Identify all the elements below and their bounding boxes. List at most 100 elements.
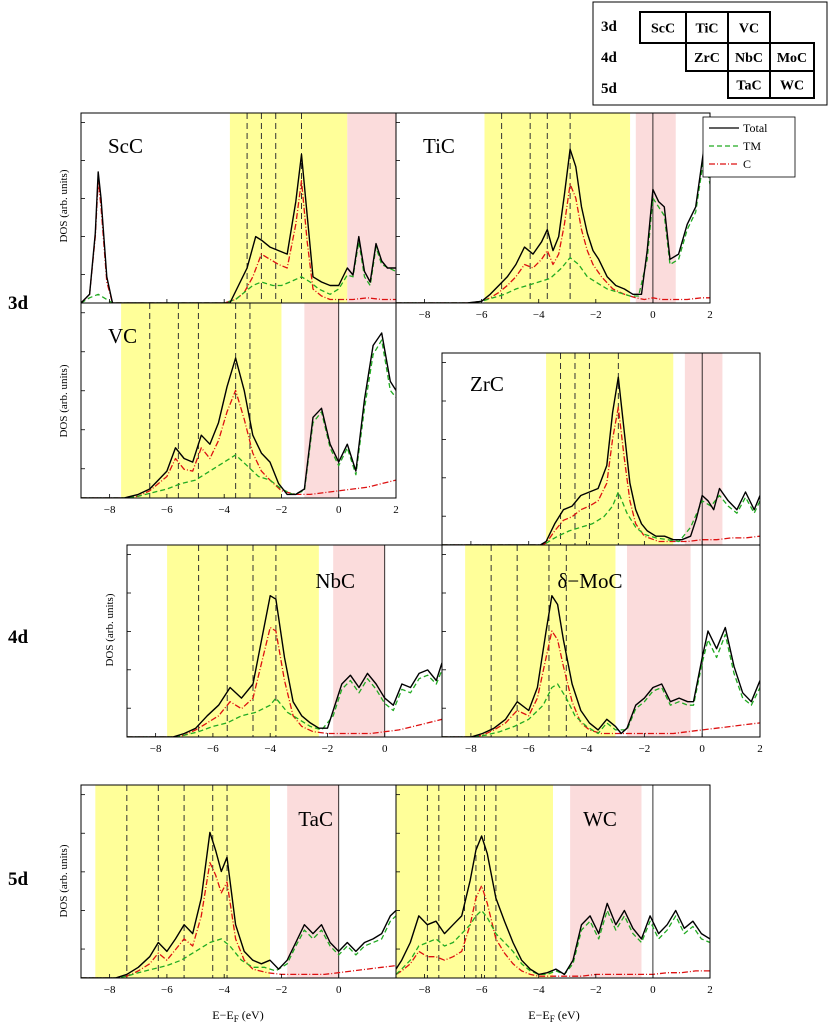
plot-content: [81, 303, 396, 498]
series-line-tm: [396, 153, 710, 303]
antibonding-band: [570, 785, 642, 978]
key-cell-tac: [727, 70, 771, 99]
series-line-c: [127, 626, 442, 737]
bonding-band: [167, 545, 319, 737]
bonding-band: [121, 303, 282, 498]
series-line-total: [81, 332, 396, 498]
row-label-4d: 4d: [8, 627, 29, 648]
series-line-c: [81, 389, 396, 498]
key-row-5d: 5d: [601, 81, 618, 97]
x-tick-label: 0: [650, 309, 656, 321]
bonding-band: [396, 785, 553, 978]
x-tick-label: 0: [336, 984, 342, 996]
panel-title: ZrC: [470, 372, 504, 396]
key-cell-zrc: [685, 42, 729, 72]
series-line-c: [442, 406, 760, 545]
periodic-table-key: 3d 4d 5d ScC TiC VC ZrC NbC MoC TaC WC: [592, 1, 828, 106]
key-cell-label: NbC: [735, 51, 763, 66]
bonding-band: [229, 113, 348, 303]
key-cell-label: TaC: [736, 79, 761, 94]
key-cell-label: ScC: [651, 22, 675, 37]
panel-title: TaC: [298, 807, 333, 831]
x-tick-label: −6: [476, 309, 488, 321]
panel-tic: −8 −6 −4 −2 0 2 TiC: [395, 112, 713, 321]
panel-zrc: ZrC: [441, 352, 761, 546]
panel-tac: −8 −6 −4 −2 0 TaC: [80, 784, 397, 996]
panel-vc: −8 −6 −4 −2 0 2 VC: [80, 302, 399, 516]
plot-frame: [395, 112, 711, 304]
x-tick-label: −8: [104, 984, 116, 996]
legend-frame: [702, 116, 796, 178]
series-line-c: [442, 630, 760, 737]
x-tick-label: 0: [650, 984, 656, 996]
x-tick-label: −4: [581, 743, 593, 755]
x-tick-label: −2: [276, 504, 288, 516]
plot-content: [396, 113, 710, 303]
series-line-total: [81, 831, 396, 978]
series-line-total: [127, 595, 442, 737]
panel-title: δ−MoC: [558, 569, 623, 593]
plot-frame: [395, 784, 711, 979]
x-tick-label: −4: [218, 984, 230, 996]
panel-title: TiC: [423, 134, 455, 158]
x-tick-label: −4: [264, 743, 276, 755]
antibonding-band: [684, 353, 723, 545]
key-cell-moc: [769, 42, 815, 72]
plot-content: [127, 545, 442, 737]
x-tick-label: −2: [322, 743, 334, 755]
dos-panels: ScC −8 −6 −4 −2 0 2 TiC −8 −6 −4 −2 0 2 VC ZrC −8 −6 −4 −2 0…: [80, 112, 763, 996]
x-tick-label: −2: [639, 743, 651, 755]
x-tick-label: −2: [276, 984, 288, 996]
plot-frame: [80, 302, 397, 499]
bonding-band: [484, 113, 631, 303]
series-line-tm: [127, 669, 442, 737]
panel-title: WC: [583, 807, 617, 831]
x-tick-label: −4: [218, 504, 230, 516]
plot-content: [396, 785, 710, 978]
row-label-5d: 5d: [8, 869, 29, 890]
series-line-c: [396, 885, 710, 977]
x-tick-label: −8: [104, 504, 116, 516]
panel-title: ScC: [108, 134, 143, 158]
key-cell-label: WC: [780, 79, 804, 94]
x-axis-label-wc: E−EF (eV): [528, 1008, 579, 1024]
panel-moc: −8 −6 −4 −2 0 2 δ−MoC: [441, 544, 763, 755]
series-line-tm: [81, 915, 396, 978]
key-cell-label: VC: [739, 22, 759, 37]
x-tick-label: −6: [476, 984, 488, 996]
panel-nbc: −8 −6 −4 −2 0 NbC: [126, 544, 443, 755]
series-line-total: [81, 153, 396, 303]
y-axis-label-vc: DOS (arb. units): [58, 364, 70, 437]
x-tick-label: 0: [336, 504, 342, 516]
x-axis-label-tac: E−EF (eV): [212, 1008, 263, 1024]
series-line-tm: [81, 339, 396, 498]
series-line-total: [396, 835, 710, 976]
key-cell-wc: [769, 70, 815, 99]
series-line-tm: [442, 633, 760, 737]
x-tick-label: −2: [590, 984, 602, 996]
key-cells: ScC TiC VC ZrC NbC MoC TaC WC: [639, 11, 815, 99]
key-cell-label: MoC: [777, 51, 807, 66]
x-tick-label: −6: [161, 504, 173, 516]
series-line-total: [442, 595, 760, 737]
y-axis-label-nbc: DOS (arb. units): [104, 593, 116, 666]
plot-content: [81, 785, 396, 978]
row-label-3d: 3d: [8, 293, 29, 314]
x-tick-label: −6: [207, 743, 219, 755]
x-tick-label: −8: [465, 743, 477, 755]
key-cell-label: TiC: [695, 22, 718, 37]
series-line-c: [81, 861, 396, 978]
x-tick-label: 2: [757, 743, 763, 755]
antibonding-band: [635, 113, 676, 303]
key-cell-label: ZrC: [694, 51, 720, 66]
series-line-total: [396, 144, 710, 303]
x-tick-label: −8: [419, 984, 431, 996]
panel-title: NbC: [315, 569, 355, 593]
plot-content: [442, 353, 760, 545]
x-tick-label: 2: [393, 504, 399, 516]
x-tick-label: −6: [161, 984, 173, 996]
x-tick-label: −6: [523, 743, 535, 755]
antibonding-band: [627, 545, 691, 737]
plot-frame: [441, 544, 761, 738]
x-tick-label: −8: [419, 309, 431, 321]
